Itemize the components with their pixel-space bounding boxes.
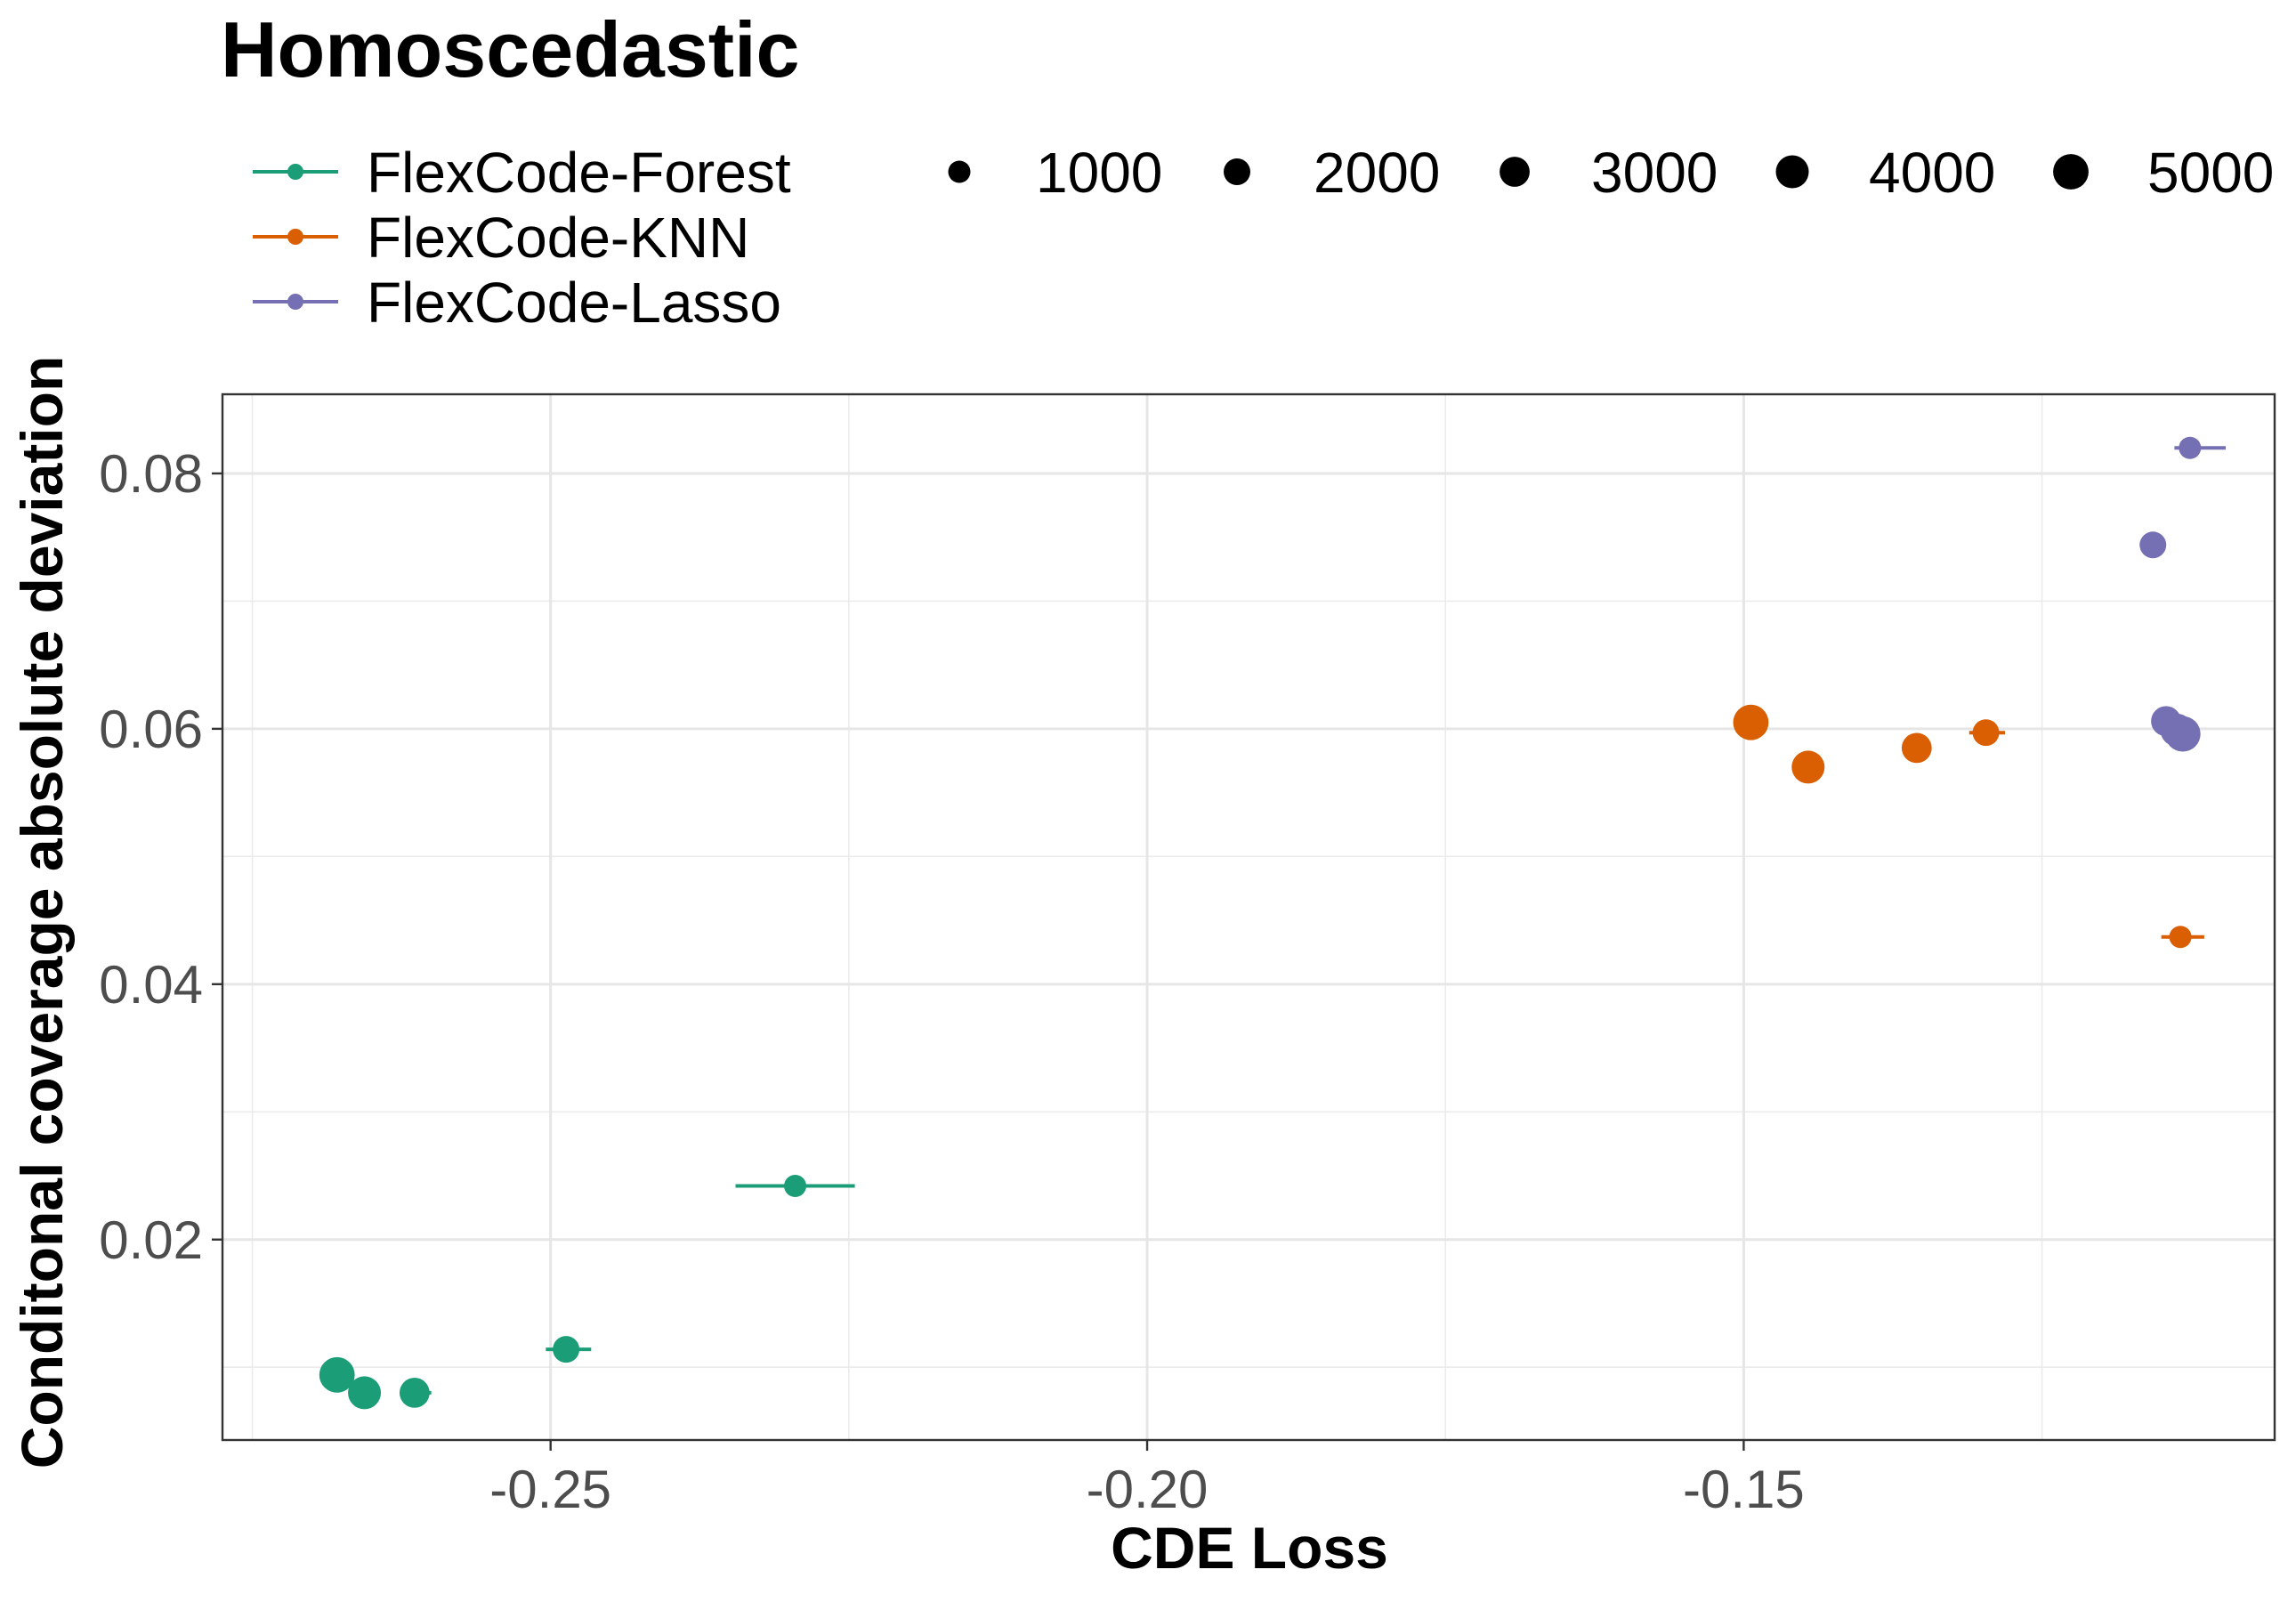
y-tick-label: 0.04 <box>99 955 203 1015</box>
legend-label: FlexCode-Lasso <box>367 271 781 335</box>
data-point <box>553 1336 580 1363</box>
series-flexcode-lasso <box>2139 436 2227 752</box>
data-point <box>2179 436 2202 459</box>
size-legend: 1000 2000 3000 4000 5000 <box>948 141 2274 205</box>
size-legend-item: 4000 <box>1775 141 1995 205</box>
size-key-dot <box>1500 157 1530 187</box>
legend-label: FlexCode-Forest <box>367 141 791 205</box>
size-key-label: 2000 <box>1314 141 1440 205</box>
size-legend-item: 1000 <box>948 141 1162 205</box>
data-layer <box>319 436 2227 1410</box>
x-axis-title: CDE Loss <box>1111 1515 1388 1581</box>
color-legend: FlexCode-ForestFlexCode-KNNFlexCode-Lass… <box>253 141 791 335</box>
data-point <box>784 1174 807 1197</box>
series-flexcode-forest <box>319 1174 855 1410</box>
data-point <box>399 1378 430 1408</box>
plot-border <box>221 392 2276 1442</box>
x-tick-label: -0.15 <box>1683 1460 1805 1519</box>
size-legend-item: 5000 <box>2053 141 2274 205</box>
data-point <box>1972 719 2000 747</box>
chart-title: Homoscedastic <box>221 5 799 93</box>
data-point <box>2151 706 2181 737</box>
x-tick-label: -0.20 <box>1087 1460 1209 1519</box>
data-point <box>2139 531 2167 559</box>
size-key-dot <box>948 160 971 183</box>
series-flexcode-knn <box>1733 704 2204 949</box>
size-key-label: 3000 <box>1591 141 1718 205</box>
data-point <box>348 1376 382 1410</box>
data-point <box>1733 704 1769 740</box>
legend-item-flexcode-lasso: FlexCode-Lasso <box>253 271 781 335</box>
y-tick-label: 0.06 <box>99 700 203 759</box>
y-tick-label: 0.08 <box>99 444 203 504</box>
legend-dot <box>287 229 303 245</box>
x-axis: -0.25 -0.20 -0.15 <box>489 1440 1805 1519</box>
y-tick-label: 0.02 <box>99 1210 203 1270</box>
legend-dot <box>287 294 303 310</box>
size-legend-item: 3000 <box>1500 141 1718 205</box>
size-key-dot <box>1224 158 1250 185</box>
y-axis: 0.02 0.04 0.06 0.08 <box>99 444 222 1270</box>
y-axis-title: Conditonal coverage absolute deviation <box>9 356 75 1469</box>
size-key-dot <box>1775 155 1809 189</box>
legend-dot <box>287 164 303 180</box>
size-legend-item: 2000 <box>1224 141 1440 205</box>
plot-panel <box>222 394 2275 1440</box>
legend-item-flexcode-knn: FlexCode-KNN <box>253 206 749 270</box>
grid-lines <box>222 394 2275 1440</box>
data-point <box>2169 926 2192 949</box>
data-point <box>1901 732 1932 764</box>
data-point <box>1791 750 1825 784</box>
legend-item-flexcode-forest: FlexCode-Forest <box>253 141 791 205</box>
size-key-label: 4000 <box>1869 141 1995 205</box>
size-key-dot <box>2053 154 2089 190</box>
legend-label: FlexCode-KNN <box>367 206 749 270</box>
x-tick-label: -0.25 <box>489 1460 611 1519</box>
size-key-label: 1000 <box>1036 141 1162 205</box>
data-point <box>319 1356 355 1393</box>
size-key-label: 5000 <box>2147 141 2274 205</box>
